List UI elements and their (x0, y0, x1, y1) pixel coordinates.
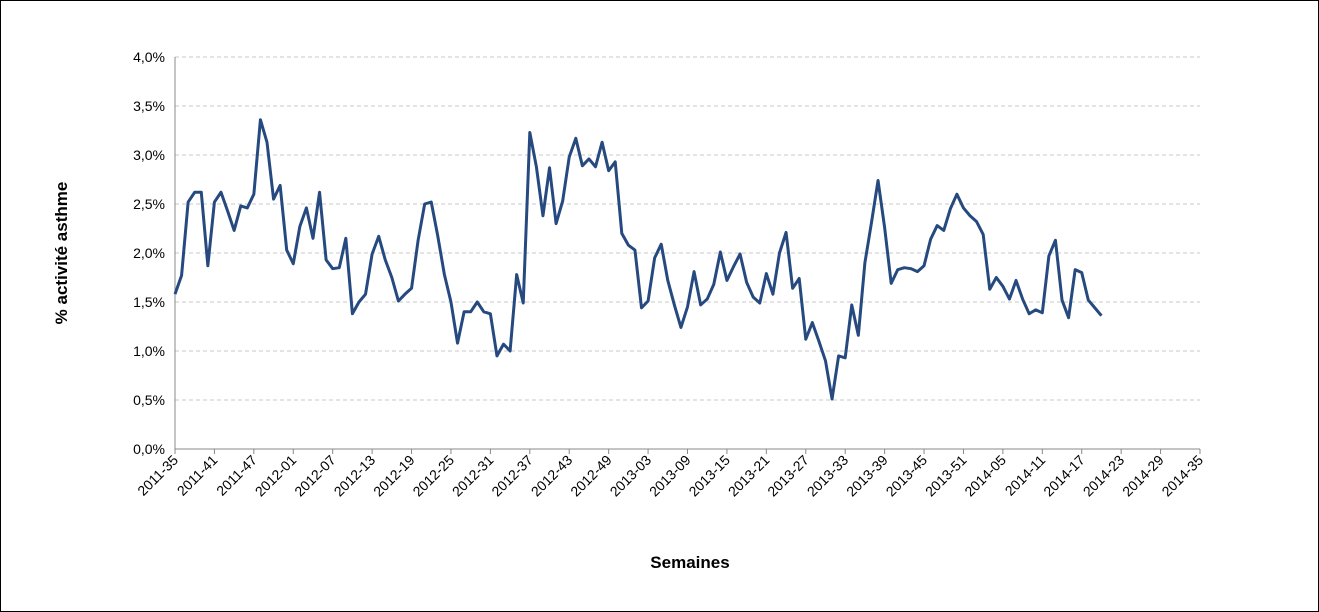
x-tick-label: 2012-07 (291, 452, 339, 500)
x-tick-label: 2013-21 (725, 452, 773, 500)
x-tick-label: 2012-37 (488, 452, 536, 500)
y-tick-label: 3,5% (133, 98, 165, 114)
y-tick-label: 1,5% (133, 294, 165, 310)
data-line (173, 118, 1103, 401)
x-tick-label: 2011-47 (213, 452, 260, 499)
x-tick-label: 2013-09 (646, 452, 694, 500)
x-tick-label: 2013-27 (764, 452, 812, 500)
x-tick-label: 2013-39 (843, 452, 891, 500)
x-tick-label: 2014-29 (1119, 452, 1167, 500)
x-tick-label: 2012-31 (449, 452, 497, 500)
x-tick-label: 2012-49 (567, 452, 615, 500)
x-tick-label: 2014-17 (1040, 452, 1088, 500)
y-tick-label: 0,0% (133, 441, 165, 457)
x-tick-label: 2013-15 (685, 452, 733, 500)
y-tick-label: 4,0% (133, 49, 165, 65)
x-tick-label: 2011-35 (134, 452, 181, 499)
x-tick-label: 2012-13 (331, 452, 379, 500)
x-tick-label: 2012-43 (528, 452, 576, 500)
y-tick-label: 2,5% (133, 196, 165, 212)
x-tick-label: 2013-33 (804, 452, 852, 500)
x-tick-label: 2014-35 (1158, 452, 1206, 500)
y-tick-label: 0,5% (133, 392, 165, 408)
x-tick-label: 2012-25 (409, 452, 457, 500)
x-tick-label: 2014-11 (1002, 452, 1049, 499)
x-tick-label: 2013-45 (883, 452, 931, 500)
x-tick-label: 2012-19 (370, 452, 418, 500)
x-tick-label: 2012-01 (252, 452, 300, 500)
x-tick-label: 2013-03 (607, 452, 655, 500)
x-tick-label: 2013-51 (922, 452, 970, 500)
y-axis-title: % activité asthme (52, 182, 71, 325)
x-tick-label: 2014-05 (961, 452, 1009, 500)
x-axis-title: Semaines (650, 553, 729, 572)
x-tick-label: 2011-41 (174, 452, 221, 499)
y-tick-label: 2,0% (133, 245, 165, 261)
x-tick-label: 2014-23 (1080, 452, 1128, 500)
y-tick-label: 1,0% (133, 343, 165, 359)
y-tick-label: 3,0% (133, 147, 165, 163)
